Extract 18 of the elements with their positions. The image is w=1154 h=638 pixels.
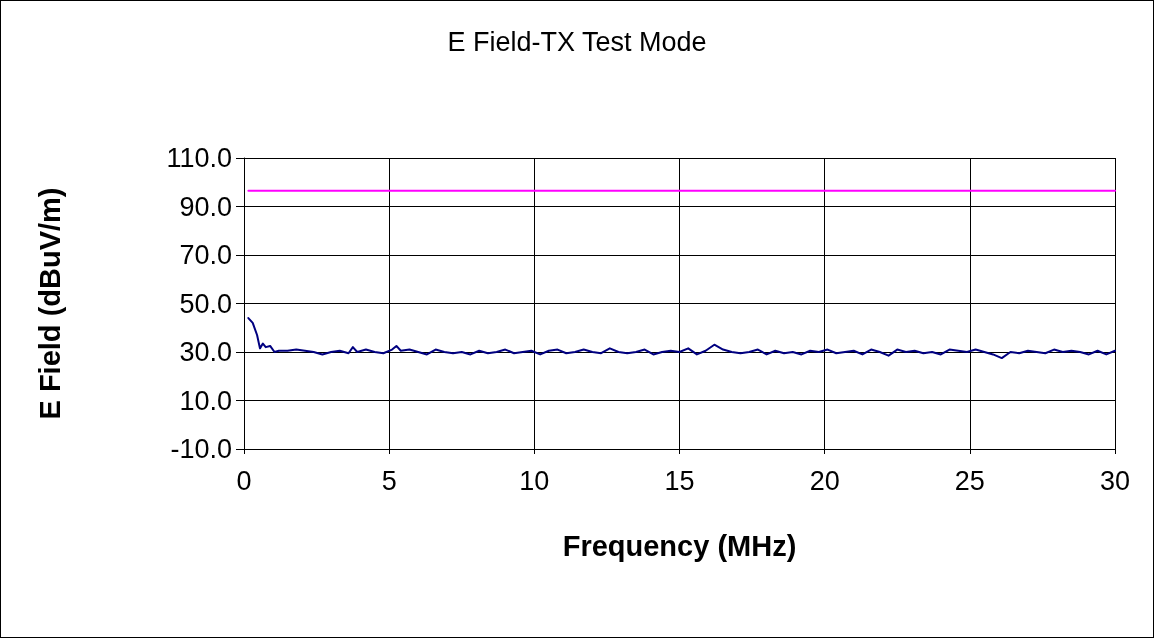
- y-tick-label: 110.0: [166, 143, 232, 173]
- x-axis-title: Frequency (MHz): [562, 529, 797, 562]
- x-tick-label: 0: [236, 465, 252, 496]
- y-tick-label: -10.0: [170, 434, 232, 464]
- y-tick-label: 90.0: [179, 191, 232, 222]
- x-tick-label: 15: [664, 465, 695, 496]
- line-series: [247, 317, 1116, 360]
- x-tick-label: 20: [809, 465, 840, 496]
- chart-title: E Field-TX Test Mode: [447, 26, 707, 57]
- x-tick-label: 5: [381, 465, 397, 496]
- x-tick-label: 30: [1099, 465, 1131, 496]
- x-tick-label: 10: [519, 465, 550, 496]
- y-tick-label: 30.0: [179, 337, 232, 367]
- x-tick-label: 25: [954, 465, 985, 496]
- y-axis-title: E Field (dBuV/m): [33, 187, 66, 420]
- y-tick-label: 50.0: [179, 288, 232, 319]
- y-tick-label: 70.0: [179, 240, 232, 270]
- y-tick-label: 10.0: [179, 385, 232, 416]
